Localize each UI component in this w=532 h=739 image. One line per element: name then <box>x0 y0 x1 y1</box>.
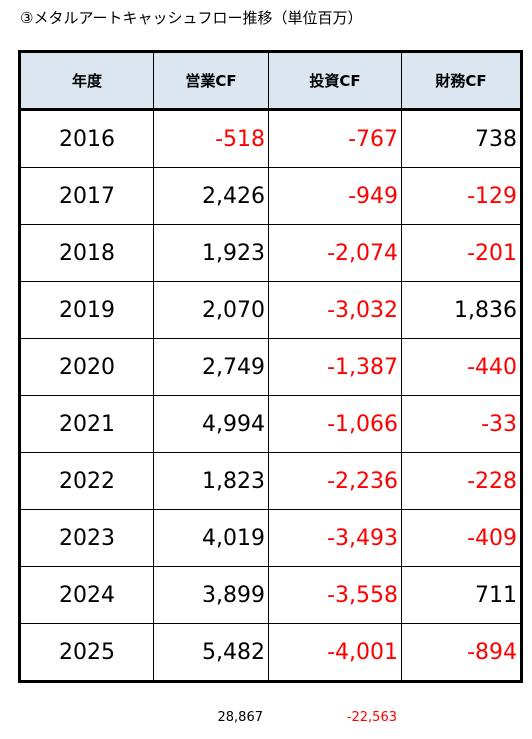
value-cell: -33 <box>401 395 522 453</box>
value-cell: 1,823 <box>153 452 269 510</box>
table-row: 2016 -518 -767 738 <box>19 109 522 168</box>
value-cell: 738 <box>401 109 522 168</box>
header-cell: 営業CF <box>153 51 269 111</box>
year-cell: 2019 <box>19 281 154 339</box>
value-cell: 4,019 <box>153 509 269 567</box>
value-cell: -4,001 <box>268 623 402 682</box>
value-cell: 2,426 <box>153 167 269 225</box>
value-cell: 1,836 <box>401 281 522 339</box>
value-cell: -767 <box>268 109 402 168</box>
value-cell: 2,070 <box>153 281 269 339</box>
year-cell: 2017 <box>19 167 154 225</box>
table-row: 2021 4,994 -1,066 -33 <box>19 395 522 453</box>
value-cell: -518 <box>153 109 269 168</box>
year-cell: 2022 <box>19 452 154 510</box>
value-cell: -3,032 <box>268 281 402 339</box>
value-cell: -949 <box>268 167 402 225</box>
total: -22,563 <box>346 710 397 725</box>
value-cell: 4,994 <box>153 395 269 453</box>
year-cell: 2021 <box>19 395 154 453</box>
table-row: 2017 2,426 -949 -129 <box>19 167 522 225</box>
table-row: 2022 1,823 -2,236 -228 <box>19 452 522 510</box>
value-cell: -129 <box>401 167 522 225</box>
title: ③メタルアートキャッシュフロー推移（単位百万） <box>20 9 363 27</box>
year-cell: 2016 <box>19 109 154 168</box>
value-cell: -2,236 <box>268 452 402 510</box>
year-cell: 2024 <box>19 566 154 624</box>
table-row: 2019 2,070 -3,032 1,836 <box>19 281 522 339</box>
table-row: 2020 2,749 -1,387 -440 <box>19 338 522 396</box>
value-cell: 711 <box>401 566 522 624</box>
header-cell: 年度 <box>19 51 154 111</box>
value-cell: -894 <box>401 623 522 682</box>
value-cell: -3,558 <box>268 566 402 624</box>
value-cell: -1,066 <box>268 395 402 453</box>
value-cell: 5,482 <box>153 623 269 682</box>
year-cell: 2025 <box>19 623 154 682</box>
header-cell: 財務CF <box>401 51 522 111</box>
year-cell: 2018 <box>19 224 154 282</box>
value-cell: -3,493 <box>268 509 402 567</box>
value-cell: -2,074 <box>268 224 402 282</box>
value-cell: 2,749 <box>153 338 269 396</box>
table-row: 2018 1,923 -2,074 -201 <box>19 224 522 282</box>
total: 28,867 <box>217 710 264 725</box>
cash-flow-table: 年度 営業CF 投資CF 財務CF 2016 -518 -767 738 2017 2,426-… <box>18 50 523 683</box>
table-row: 2025 5,482 -4,001 -894 <box>19 623 522 682</box>
value-cell: 3,899 <box>153 566 269 624</box>
value-cell: -409 <box>401 509 522 567</box>
year-cell: 2023 <box>19 509 154 567</box>
year-cell: 2020 <box>19 338 154 396</box>
value-cell: -228 <box>401 452 522 510</box>
header-cell: 投資CF <box>268 51 402 111</box>
value-cell: -201 <box>401 224 522 282</box>
header-row: 年度 営業CF 投資CF 財務CF <box>19 51 522 111</box>
value-cell: -1,387 <box>268 338 402 396</box>
value-cell: 1,923 <box>153 224 269 282</box>
table-body: 2016 -518 -767 738 2017 2,426 -949 -129 2018 1,92… <box>19 109 522 682</box>
table-row: 2023 4,019 -3,493 -409 <box>19 509 522 567</box>
table-row: 2024 3,899 -3,558 711 <box>19 566 522 624</box>
value-cell: -440 <box>401 338 522 396</box>
